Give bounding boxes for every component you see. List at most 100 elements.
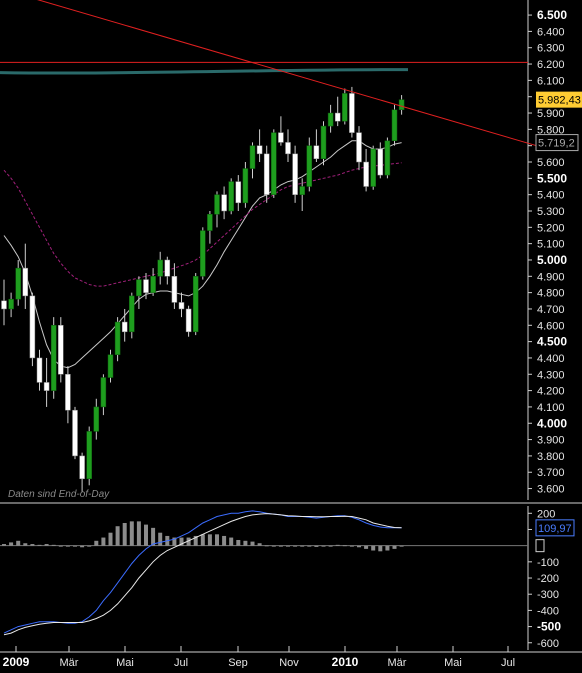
up-candle xyxy=(114,321,121,355)
histogram-bar xyxy=(364,545,369,549)
down-candle xyxy=(43,382,50,391)
indicator-tick-label: -400 xyxy=(537,605,559,617)
price-tick-label: 6.100 xyxy=(537,75,565,87)
histogram-bar xyxy=(215,534,219,546)
price-tick-label: 4.000 xyxy=(537,416,567,430)
down-candle xyxy=(256,145,263,155)
up-candle xyxy=(384,140,391,176)
price-tick-label: 5.100 xyxy=(537,239,565,251)
price-tick-label: 3.900 xyxy=(537,435,565,447)
price-tick-label: 5.200 xyxy=(537,222,565,234)
down-candle xyxy=(334,112,341,122)
indicator-tick-label: -500 xyxy=(537,620,561,634)
down-candle xyxy=(164,259,171,277)
x-tick-label: Jul xyxy=(174,657,188,668)
down-candle xyxy=(1,300,7,310)
long-moving-average xyxy=(0,68,409,75)
up-candle xyxy=(299,186,305,195)
up-candle xyxy=(391,109,398,142)
histogram-bar xyxy=(58,545,63,547)
price-tick-label: 3.700 xyxy=(537,467,565,479)
histogram-bar xyxy=(349,545,354,547)
up-candle xyxy=(136,279,142,297)
histogram-bar xyxy=(357,545,361,548)
down-candle xyxy=(171,276,178,303)
histogram-bar xyxy=(193,535,198,546)
price-tick-label: 5.900 xyxy=(537,108,565,120)
price-tick-label: 4.800 xyxy=(537,288,565,300)
histogram-bar xyxy=(179,537,184,546)
price-tick-label: 3.800 xyxy=(537,451,565,463)
x-tick-label: Nov xyxy=(279,657,299,668)
histogram-bar xyxy=(200,534,205,546)
price-tick-label: 6.500 xyxy=(537,8,567,22)
price-tick-label: 4.300 xyxy=(537,369,565,381)
price-tick-label: 4.200 xyxy=(537,386,565,398)
macd-line xyxy=(3,510,402,634)
x-tick-label: Mai xyxy=(444,657,462,668)
up-candle xyxy=(100,377,107,408)
histogram-bar xyxy=(342,545,347,547)
indicator-value-label: 109,97 xyxy=(538,523,572,535)
down-candle xyxy=(349,93,355,133)
down-candle xyxy=(29,295,36,359)
ma-value-box xyxy=(535,134,579,152)
histogram-bar xyxy=(378,545,383,552)
up-candle xyxy=(129,295,135,333)
price-tick-label: 4.600 xyxy=(537,320,565,332)
up-candle xyxy=(327,112,334,127)
down-candle xyxy=(143,279,149,293)
up-candle xyxy=(192,276,199,333)
down-candle xyxy=(278,132,284,143)
histogram-bar xyxy=(151,527,156,546)
histogram-bar xyxy=(122,522,127,546)
histogram-bar xyxy=(16,540,21,546)
price-pane: 3.600 3.700 3.800 3.900 4.000 4.100 4.200 4.300… xyxy=(0,0,582,504)
down-candle xyxy=(185,308,192,333)
up-candle xyxy=(107,354,114,378)
price-tick-label: 5.800 xyxy=(537,124,565,136)
histogram-bar xyxy=(300,545,305,547)
up-candle xyxy=(8,298,14,310)
up-candle xyxy=(398,99,405,111)
up-candle xyxy=(242,168,249,204)
histogram-bar xyxy=(222,535,227,546)
up-candle xyxy=(228,181,234,212)
histogram-bar xyxy=(30,544,35,546)
histogram-bar xyxy=(101,537,106,546)
down-candle xyxy=(221,194,227,212)
slow-moving-average xyxy=(3,162,402,287)
fast-moving-average xyxy=(3,140,402,369)
histogram-bar xyxy=(129,521,134,546)
up-candle xyxy=(93,406,100,432)
down-candle xyxy=(377,148,384,176)
price-tick-label: 4.900 xyxy=(537,271,565,283)
down-candle xyxy=(363,161,369,187)
price-tick-label: 5.300 xyxy=(537,206,565,218)
down-candle xyxy=(79,455,85,480)
histogram-bar xyxy=(335,544,340,546)
price-tick-label: 5.600 xyxy=(537,157,565,169)
down-candle xyxy=(292,153,298,195)
histogram-bar xyxy=(172,537,177,546)
histogram-bar xyxy=(94,540,99,546)
up-candle xyxy=(150,276,156,293)
price-tick-label: 4.100 xyxy=(537,402,565,414)
up-candle xyxy=(370,148,376,187)
down-candle xyxy=(36,357,43,383)
up-candle xyxy=(15,267,21,300)
price-tick-label: 6.300 xyxy=(537,43,565,55)
histogram-bar xyxy=(158,532,163,546)
down-candle xyxy=(285,142,291,155)
up-candle xyxy=(271,132,277,195)
down-candle xyxy=(263,153,270,195)
indicator-tick-label: -300 xyxy=(537,589,559,601)
x-tick-label: Sep xyxy=(228,657,248,668)
histogram-bar xyxy=(229,537,234,546)
histogram-bar xyxy=(65,545,70,547)
descending-trendline xyxy=(36,0,537,147)
histogram-bar xyxy=(314,545,319,547)
histogram-bar xyxy=(286,545,290,547)
